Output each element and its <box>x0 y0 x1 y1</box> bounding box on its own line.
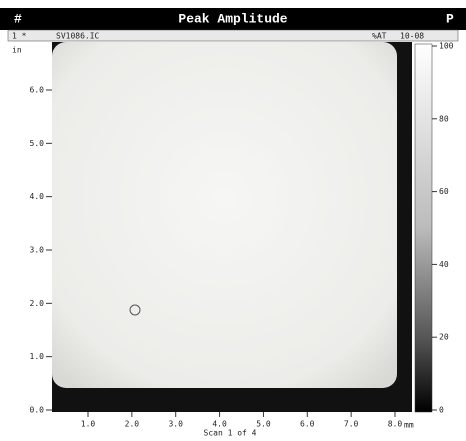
y-tick-label: 5.0 <box>30 139 45 148</box>
x-tick-label: 4.0 <box>212 420 227 429</box>
print-icon[interactable]: P <box>446 11 454 26</box>
y-tick-label: 2.0 <box>30 299 45 308</box>
colorbar-label: 60 <box>439 187 449 196</box>
app-window: # Peak Amplitude P 1 * SV1086.IC %AT 10-… <box>0 0 466 437</box>
menu-icon[interactable]: # <box>14 11 22 26</box>
window-title: Peak Amplitude <box>178 11 287 26</box>
y-tick-label: 6.0 <box>30 86 45 95</box>
y-tick-label: 1.0 <box>30 352 45 361</box>
scan-image <box>52 42 397 388</box>
x-tick-label: 7.0 <box>344 420 359 429</box>
mode: %AT <box>372 32 387 41</box>
colorbar-label: 0 <box>439 406 444 415</box>
range: 10-08 <box>400 32 424 41</box>
x-tick-label: 5.0 <box>256 420 271 429</box>
x-tick-label: 3.0 <box>168 420 183 429</box>
y-tick-label: 4.0 <box>30 192 45 201</box>
x-tick-label: 1.0 <box>81 420 96 429</box>
colorbar-label: 100 <box>439 42 454 51</box>
x-tick-label: 8.0 <box>388 420 403 429</box>
x-caption: Scan 1 of 4 <box>204 429 257 438</box>
x-tick-label: 6.0 <box>300 420 315 429</box>
colorbar-label: 80 <box>439 114 449 123</box>
file-name: SV1086.IC <box>56 32 100 41</box>
y-tick-label: 3.0 <box>30 246 45 255</box>
colorbar-label: 20 <box>439 333 449 342</box>
toolbar-left[interactable]: 1 * <box>12 32 27 41</box>
y-tick-label: 0.0 <box>30 406 45 415</box>
y-unit: in <box>12 46 22 55</box>
colorbar-label: 40 <box>439 260 449 269</box>
colorbar <box>415 44 432 412</box>
x-unit: mm <box>404 421 414 430</box>
x-tick-label: 2.0 <box>125 420 140 429</box>
